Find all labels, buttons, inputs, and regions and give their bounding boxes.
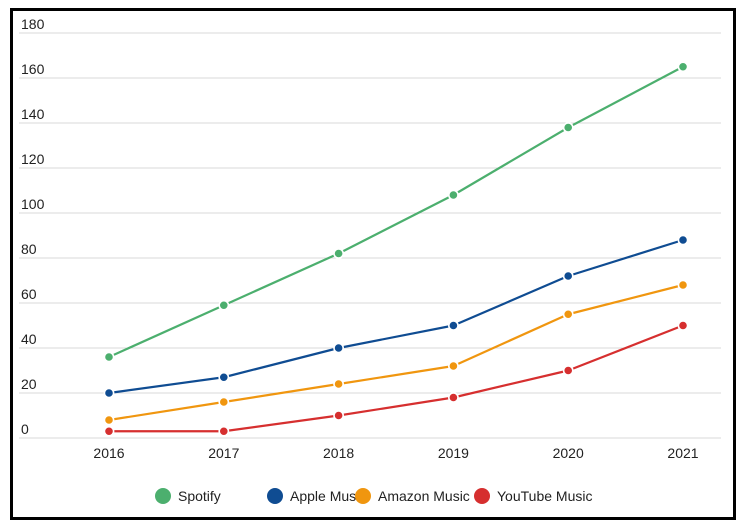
- x-tick-label: 2017: [208, 445, 239, 461]
- line-chart: 0 20 40 60 80 100 120 140 160 180 2016 2017 2018 2019…: [19, 16, 721, 504]
- data-point: [562, 365, 574, 376]
- legend-label: YouTube Music: [497, 488, 592, 504]
- series-line: [109, 324, 684, 433]
- legend-label: Spotify: [178, 488, 221, 504]
- data-point: [333, 342, 344, 354]
- data-point: [218, 396, 230, 408]
- y-tick-label: 180: [21, 16, 45, 32]
- data-point: [333, 248, 344, 259]
- y-tick-label: 100: [21, 196, 45, 212]
- data-point: [677, 61, 689, 73]
- series-line: [108, 238, 684, 395]
- y-tick-label: 140: [21, 106, 45, 122]
- chart-frame: 0 20 40 60 80 100 120 140 160 180 2016 2017 2018 2019…: [10, 8, 736, 520]
- legend-marker: [355, 488, 371, 504]
- legend-marker: [267, 488, 283, 504]
- data-point: [447, 360, 459, 372]
- y-tick-label: 40: [21, 331, 37, 347]
- y-tick-label: 0: [21, 421, 29, 437]
- x-tick-label: 2020: [553, 445, 584, 461]
- data-point: [677, 279, 689, 291]
- data-point: [103, 425, 115, 437]
- data-point: [677, 234, 689, 246]
- series-line: [108, 65, 684, 359]
- x-tick-label: 2019: [438, 445, 469, 461]
- data-point: [103, 351, 115, 363]
- data-point: [218, 425, 230, 437]
- data-point: [447, 392, 459, 403]
- y-tick-label: 20: [21, 376, 37, 392]
- data-point: [447, 189, 459, 201]
- legend-marker: [474, 488, 490, 504]
- data-point: [218, 371, 230, 383]
- data-point: [447, 320, 459, 331]
- data-point: [103, 414, 115, 426]
- data-point: [562, 308, 574, 320]
- x-tick-label: 2021: [667, 445, 698, 461]
- data-point: [333, 410, 344, 421]
- data-point: [562, 122, 574, 133]
- data-point: [218, 299, 230, 311]
- x-tick-label: 2018: [323, 445, 354, 461]
- y-tick-label: 120: [21, 151, 45, 167]
- data-point: [677, 320, 689, 331]
- legend-label: Amazon Music: [378, 488, 470, 504]
- data-point: [562, 270, 574, 282]
- series-line: [108, 283, 684, 422]
- y-tick-label: 160: [21, 61, 45, 77]
- legend-marker: [155, 488, 171, 504]
- data-point: [333, 378, 344, 390]
- data-point: [103, 387, 115, 399]
- y-tick-label: 60: [21, 286, 37, 302]
- legend-label: Apple Music: [290, 488, 366, 504]
- x-tick-label: 2016: [93, 445, 124, 461]
- y-tick-label: 80: [21, 241, 37, 257]
